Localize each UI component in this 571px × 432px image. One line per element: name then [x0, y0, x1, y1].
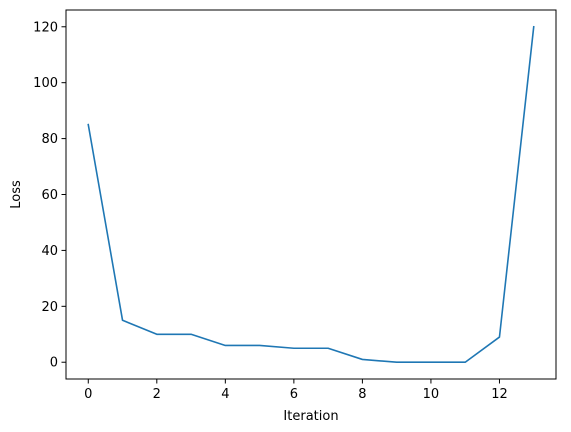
- series-layer: [87, 25, 535, 364]
- y-tick-label: 40: [41, 244, 58, 259]
- x-tick-label: 10: [423, 387, 440, 402]
- axes-frame: [65, 9, 557, 380]
- x-axis-ticks: 0 2 4 6 8 10 12: [84, 379, 508, 402]
- y-tick-label: 0: [50, 356, 58, 371]
- y-axis-label: Loss: [9, 180, 24, 209]
- y-tick-label: 100: [33, 76, 58, 91]
- y-axis-ticks: 0 20 40 60 80 100 120: [33, 20, 66, 371]
- x-tick-label: 2: [153, 387, 161, 402]
- y-tick-label: 120: [33, 20, 58, 35]
- y-tick-label: 20: [41, 300, 58, 315]
- y-tick-label: 60: [41, 188, 58, 203]
- x-tick-label: 6: [290, 387, 298, 402]
- x-tick-label: 4: [221, 387, 229, 402]
- x-tick-label: 0: [84, 387, 92, 402]
- loss-series-line: [87, 25, 535, 364]
- y-tick-label: 80: [41, 132, 58, 147]
- x-axis-label: Iteration: [283, 409, 338, 424]
- x-tick-label: 12: [491, 387, 508, 402]
- x-tick-label: 8: [358, 387, 366, 402]
